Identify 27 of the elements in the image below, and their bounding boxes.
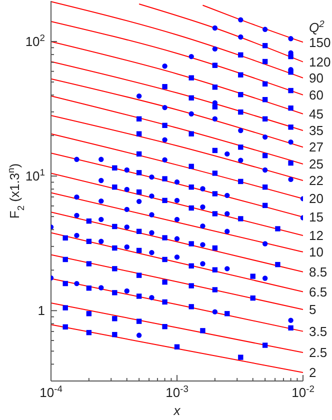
series-label: 60 bbox=[309, 87, 324, 102]
series-label: 2.5 bbox=[309, 345, 328, 360]
series-label: 15 bbox=[309, 210, 324, 225]
series-label: 27 bbox=[309, 140, 324, 155]
series-label: 25 bbox=[309, 156, 324, 172]
series-label: 3.5 bbox=[309, 324, 328, 339]
series-label: 90 bbox=[309, 70, 324, 86]
legend-title: Q$^{2}$ bbox=[309, 19, 326, 35]
series-label: 10 bbox=[309, 244, 324, 260]
series-label: 150 bbox=[309, 34, 331, 50]
series-label: 8.5 bbox=[309, 264, 328, 280]
series-label: 22 bbox=[309, 173, 324, 188]
series-label: 35 bbox=[309, 123, 324, 138]
x-tick-label: 10$^{-3}$ bbox=[166, 384, 188, 400]
y-tick-label: 1 bbox=[38, 303, 45, 318]
series-label: 6.5 bbox=[309, 284, 328, 300]
x-tick-label: 10$^{-4}$ bbox=[40, 384, 62, 400]
series-label: 20 bbox=[309, 191, 324, 206]
series-label: 2 bbox=[309, 365, 316, 380]
x-tick-label: 10$^{-2}$ bbox=[292, 384, 314, 400]
x-axis-title: x bbox=[172, 403, 181, 418]
series-label: 120 bbox=[309, 54, 331, 70]
series-label: 45 bbox=[309, 106, 324, 122]
series-label: 5 bbox=[309, 302, 316, 318]
y-tick-label: 10$^{2}$ bbox=[25, 33, 45, 50]
series-label: 12 bbox=[309, 228, 324, 244]
y-tick-label: 10$^{1}$ bbox=[25, 168, 45, 184]
